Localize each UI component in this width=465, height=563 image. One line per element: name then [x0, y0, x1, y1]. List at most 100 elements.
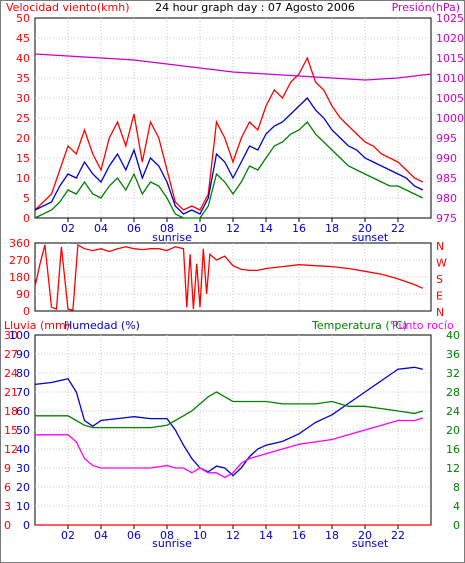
wind-speed-tick-label: 30: [16, 92, 30, 105]
panel-3-hour-ticks: 02 04 06 08 10 12 14 16 18 20 22: [61, 525, 405, 542]
sunset-label: sunset: [352, 231, 389, 244]
pressure-axis-label: Presión(hPa): [392, 1, 460, 14]
pressure-tick-label: 1025: [436, 12, 464, 25]
wind-speed-tick-label: 10: [16, 172, 30, 185]
wind-speed-axis-label: Velocidad viento(kmh): [6, 1, 130, 14]
pressure-tick-label: 1000: [436, 112, 464, 125]
hour-tick-label: 02: [61, 222, 75, 235]
pressure-ticks: 975 980 985 990 995 1000 1005 1010 1015 1020 1025: [436, 12, 464, 225]
wind-speed-tick-label: 35: [16, 72, 30, 85]
direction-line: [34, 243, 424, 311]
humidity-tick-label: 100: [9, 329, 30, 342]
hour-tick-label: 14: [259, 222, 273, 235]
compass-label: S: [436, 273, 443, 286]
rain-tick-label: 27: [4, 348, 18, 361]
rain-tick-label: 18: [4, 405, 18, 418]
panel-1-grid: [35, 18, 431, 218]
panel-humidity-temperature: Lluvia (mm) Humedad (%) Temperatura (°C)…: [4, 319, 460, 550]
compass-label: N: [436, 240, 444, 253]
pressure-tick-label: 990: [436, 152, 457, 165]
hour-tick-label: 16: [292, 529, 306, 542]
wind-speed-ticks: 0 5 10 15 20 25 30 35 40 45 50: [16, 12, 30, 225]
panel-2-series: [34, 243, 424, 311]
hour-tick-label: 06: [127, 529, 141, 542]
series-line: [35, 417, 423, 479]
wind-speed-tick-label: 50: [16, 12, 30, 25]
hour-tick-label: 06: [127, 222, 141, 235]
wind-speed-tick-label: 45: [16, 32, 30, 45]
series-line: [35, 391, 423, 429]
series-line: [34, 120, 424, 219]
pressure-tick-label: 1015: [436, 52, 464, 65]
humidity-tick-label: 50: [16, 424, 30, 437]
temperature-ticks: 0 4 8 12 16 20 24 28 32 36 40: [446, 329, 460, 532]
series-line: [34, 53, 432, 81]
hour-tick-label: 18: [325, 529, 339, 542]
temperature-tick-label: 8: [453, 481, 460, 494]
hour-tick-label: 22: [391, 529, 405, 542]
compass-label: N: [436, 306, 444, 319]
temperature-tick-label: 4: [453, 500, 460, 513]
wind-speed-tick-label: 5: [23, 192, 30, 205]
rain-tick-label: 12: [4, 443, 18, 456]
wind-speed-tick-label: 20: [16, 132, 30, 145]
hour-tick-label: 08: [160, 222, 174, 235]
hour-tick-label: 20: [358, 529, 372, 542]
temperature-tick-label: 40: [446, 329, 460, 342]
series-line: [34, 96, 424, 215]
direction-degree-label: 180: [9, 271, 30, 284]
panel-wind-pressure: Velocidad viento(kmh) 24 hour graph day …: [6, 1, 464, 244]
direction-degree-label: 270: [9, 254, 30, 267]
pressure-tick-label: 1010: [436, 72, 464, 85]
rain-axis-label: Lluvia (mm): [4, 319, 70, 332]
humidity-tick-label: 40: [16, 443, 30, 456]
pressure-tick-label: 980: [436, 192, 457, 205]
series-line: [34, 366, 423, 477]
hour-tick-label: 02: [61, 529, 75, 542]
temperature-tick-label: 12: [446, 462, 460, 475]
series-line: [34, 56, 424, 211]
humidity-tick-label: 60: [16, 405, 30, 418]
sunrise-label: sunrise: [152, 231, 192, 244]
temperature-tick-label: 28: [446, 386, 460, 399]
direction-degree-label: 90: [16, 288, 30, 301]
humidity-tick-label: 10: [16, 500, 30, 513]
temperature-tick-label: 36: [446, 348, 460, 361]
direction-degree-label: 0: [23, 305, 30, 318]
rain-tick-label: 24: [4, 367, 18, 380]
temperature-axis-label: Temperatura (°C): [311, 319, 407, 332]
rain-tick-label: 6: [4, 481, 11, 494]
rain-tick-label: 15: [4, 424, 18, 437]
compass-label: W: [436, 257, 447, 270]
hour-tick-label: 10: [193, 222, 207, 235]
hour-tick-label: 08: [160, 529, 174, 542]
hour-tick-label: 04: [94, 529, 108, 542]
humidity-tick-label: 30: [16, 462, 30, 475]
hour-tick-label: 12: [226, 529, 240, 542]
pressure-tick-label: 985: [436, 172, 457, 185]
humidity-tick-label: 90: [16, 348, 30, 361]
panel-2-grid: [35, 243, 431, 311]
chart-title: 24 hour graph day : 07 Agosto 2006: [155, 1, 355, 14]
rain-tick-label: 0: [4, 519, 11, 532]
temperature-tick-label: 0: [453, 519, 460, 532]
hour-tick-label: 14: [259, 529, 273, 542]
rain-tick-label: 21: [4, 386, 18, 399]
hour-tick-label: 18: [325, 222, 339, 235]
sunrise-label-bottom: sunrise: [152, 537, 192, 550]
temperature-tick-label: 32: [446, 367, 460, 380]
pressure-tick-label: 1005: [436, 92, 464, 105]
hour-tick-label: 10: [193, 529, 207, 542]
rain-tick-label: 9: [4, 462, 11, 475]
humidity-tick-label: 70: [16, 386, 30, 399]
humidity-tick-label: 80: [16, 367, 30, 380]
direction-degree-ticks: 0 90 180 270 360: [9, 237, 30, 318]
pressure-tick-label: 975: [436, 212, 457, 225]
humidity-axis-label: Humedad (%): [64, 319, 140, 332]
temperature-tick-label: 20: [446, 424, 460, 437]
humidity-tick-label: 0: [23, 519, 30, 532]
panel-3-series: [34, 366, 431, 526]
